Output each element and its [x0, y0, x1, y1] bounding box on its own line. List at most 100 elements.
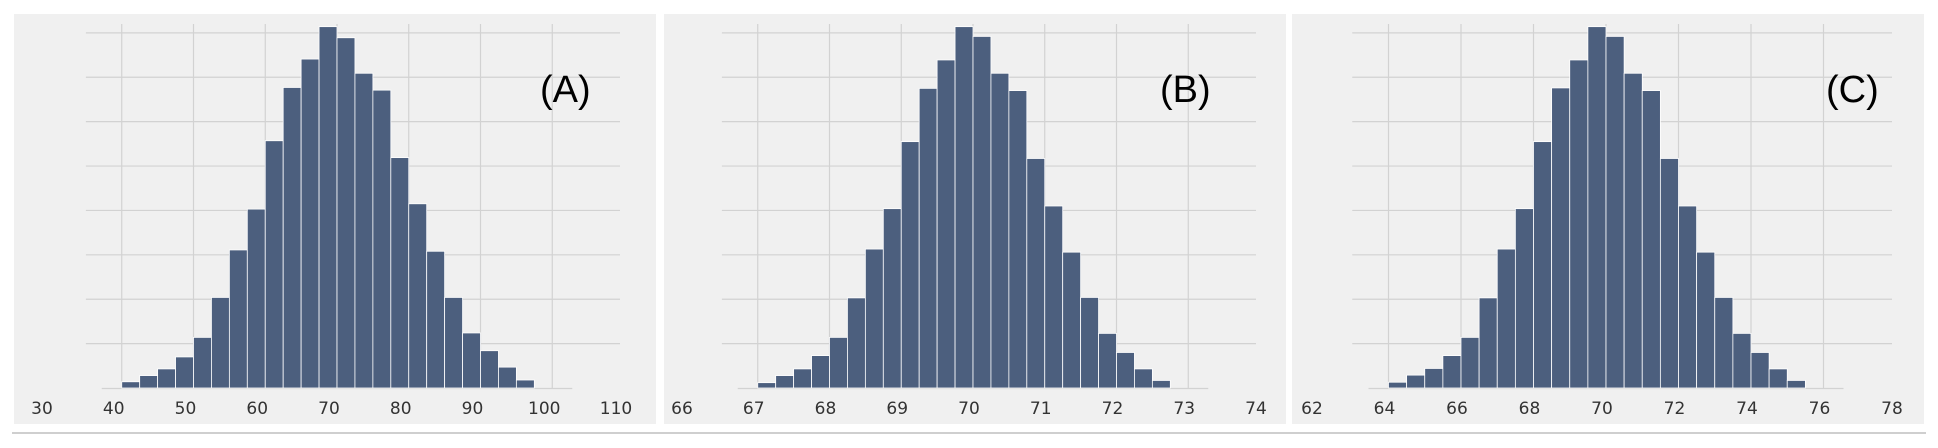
x-tick-label: 40	[103, 399, 125, 419]
histogram-bar	[1678, 205, 1698, 389]
histogram-b: 66 67 68 69 70 71 72 73 74 (B)	[664, 14, 1286, 424]
histogram-bar	[211, 297, 230, 389]
histogram-bar	[829, 336, 848, 389]
x-tick-label: 62	[1301, 399, 1323, 419]
histogram-bar	[480, 350, 499, 389]
histogram-bar	[228, 249, 248, 389]
histogram-bar	[1442, 355, 1462, 389]
histogram-c: 62 64 66 68 70 72 74 76 78 (C)	[1292, 14, 1924, 424]
histogram-bar	[990, 72, 1010, 389]
histogram-bar	[900, 141, 920, 389]
histogram-bar	[157, 368, 176, 389]
histogram-bar	[1768, 368, 1788, 389]
x-tick-label: 74	[1736, 399, 1758, 419]
x-tick-label: 110	[600, 399, 632, 419]
histogram-bar	[1696, 251, 1716, 389]
x-tick-label: 72	[1664, 399, 1686, 419]
histogram-bar	[1478, 297, 1498, 389]
histogram-bar	[1641, 90, 1661, 389]
histogram-bar	[1750, 352, 1770, 389]
histogram-bar	[372, 89, 392, 389]
x-tick-label: 100	[528, 399, 560, 419]
histogram-bar	[300, 58, 320, 389]
x-tick-label: 90	[462, 399, 484, 419]
x-tick-label: 73	[1173, 399, 1195, 419]
histogram-bar	[175, 356, 194, 389]
histogram-bar	[1098, 332, 1117, 389]
figure-bottom-divider	[12, 432, 1926, 434]
x-tick-label: 71	[1030, 399, 1052, 419]
panel-label: (C)	[1826, 69, 1879, 111]
histogram-bar	[1134, 368, 1153, 389]
histogram-bar	[847, 297, 866, 389]
histogram-bar	[1151, 380, 1171, 389]
histogram-bar	[1116, 352, 1135, 389]
histogram-bar	[775, 375, 795, 389]
histogram-bar	[318, 26, 338, 389]
histogram-bar	[1623, 72, 1643, 389]
histogram-bar	[336, 37, 356, 389]
histogram-panel-c: 62 64 66 68 70 72 74 76 78 (C)	[1292, 0, 1924, 448]
histogram-bar	[1008, 90, 1028, 389]
histogram-bar	[1533, 141, 1553, 389]
histogram-bar	[1587, 26, 1607, 389]
panel-label: (A)	[540, 69, 591, 111]
histogram-bar	[972, 36, 992, 389]
histogram-bar	[1026, 158, 1046, 389]
histogram-bar	[757, 382, 777, 389]
histogram-bar	[246, 208, 266, 389]
x-tick-label: 64	[1374, 399, 1396, 419]
x-tick-label: 70	[318, 399, 340, 419]
x-tick-label: 60	[246, 399, 268, 419]
histogram-bar	[121, 381, 141, 389]
histogram-bar	[1062, 251, 1082, 389]
histogram-bar	[193, 336, 212, 389]
x-tick-label: 68	[1519, 399, 1541, 419]
histogram-bar	[1080, 297, 1099, 389]
histogram-bar	[1496, 248, 1516, 389]
histogram-bar	[936, 59, 956, 389]
panel-label: (B)	[1160, 69, 1211, 111]
histogram-bar	[1388, 381, 1408, 389]
histogram-bar	[498, 366, 517, 389]
x-tick-label: 69	[886, 399, 908, 419]
histogram-bar	[954, 26, 974, 389]
x-tick-label: 50	[175, 399, 197, 419]
histogram-bar	[811, 355, 830, 389]
x-tick-label: 70	[1591, 399, 1613, 419]
histogram-bar	[408, 203, 428, 389]
histogram-bar	[1605, 36, 1625, 389]
histogram-bar	[444, 297, 463, 389]
histogram-bar	[882, 208, 902, 389]
histogram-bar	[390, 157, 410, 389]
histogram-bar	[1551, 87, 1571, 389]
histogram-bar	[1659, 158, 1679, 389]
histogram-bar	[282, 87, 302, 389]
histogram-panel-a: 30 40 50 60 70 80 90 100 110 (A)	[14, 0, 656, 448]
histogram-a: 30 40 50 60 70 80 90 100 110 (A)	[14, 14, 656, 424]
x-tick-label: 78	[1881, 399, 1903, 419]
histogram-bar	[1460, 336, 1480, 389]
x-tick-label: 74	[1245, 399, 1267, 419]
histogram-bar	[1569, 59, 1589, 389]
x-tick-label: 76	[1809, 399, 1831, 419]
x-tick-label: 30	[31, 399, 53, 419]
histogram-bar	[918, 87, 938, 389]
x-tick-label: 66	[671, 399, 693, 419]
histogram-bar	[264, 140, 284, 389]
x-tick-label: 66	[1446, 399, 1468, 419]
histogram-bar	[793, 368, 812, 389]
histogram-bar	[1732, 332, 1752, 389]
histogram-bar	[1714, 297, 1734, 389]
histogram-bar	[1424, 368, 1444, 389]
x-tick-label: 70	[958, 399, 980, 419]
histogram-bar	[1514, 208, 1534, 389]
histogram-bar	[462, 332, 481, 389]
x-tick-label: 68	[815, 399, 837, 419]
x-tick-label: 80	[390, 399, 412, 419]
histogram-bar	[515, 379, 535, 389]
histogram-bar	[426, 250, 446, 389]
histogram-bar	[1406, 374, 1426, 389]
x-tick-label: 67	[743, 399, 765, 419]
x-tick-label: 72	[1102, 399, 1124, 419]
